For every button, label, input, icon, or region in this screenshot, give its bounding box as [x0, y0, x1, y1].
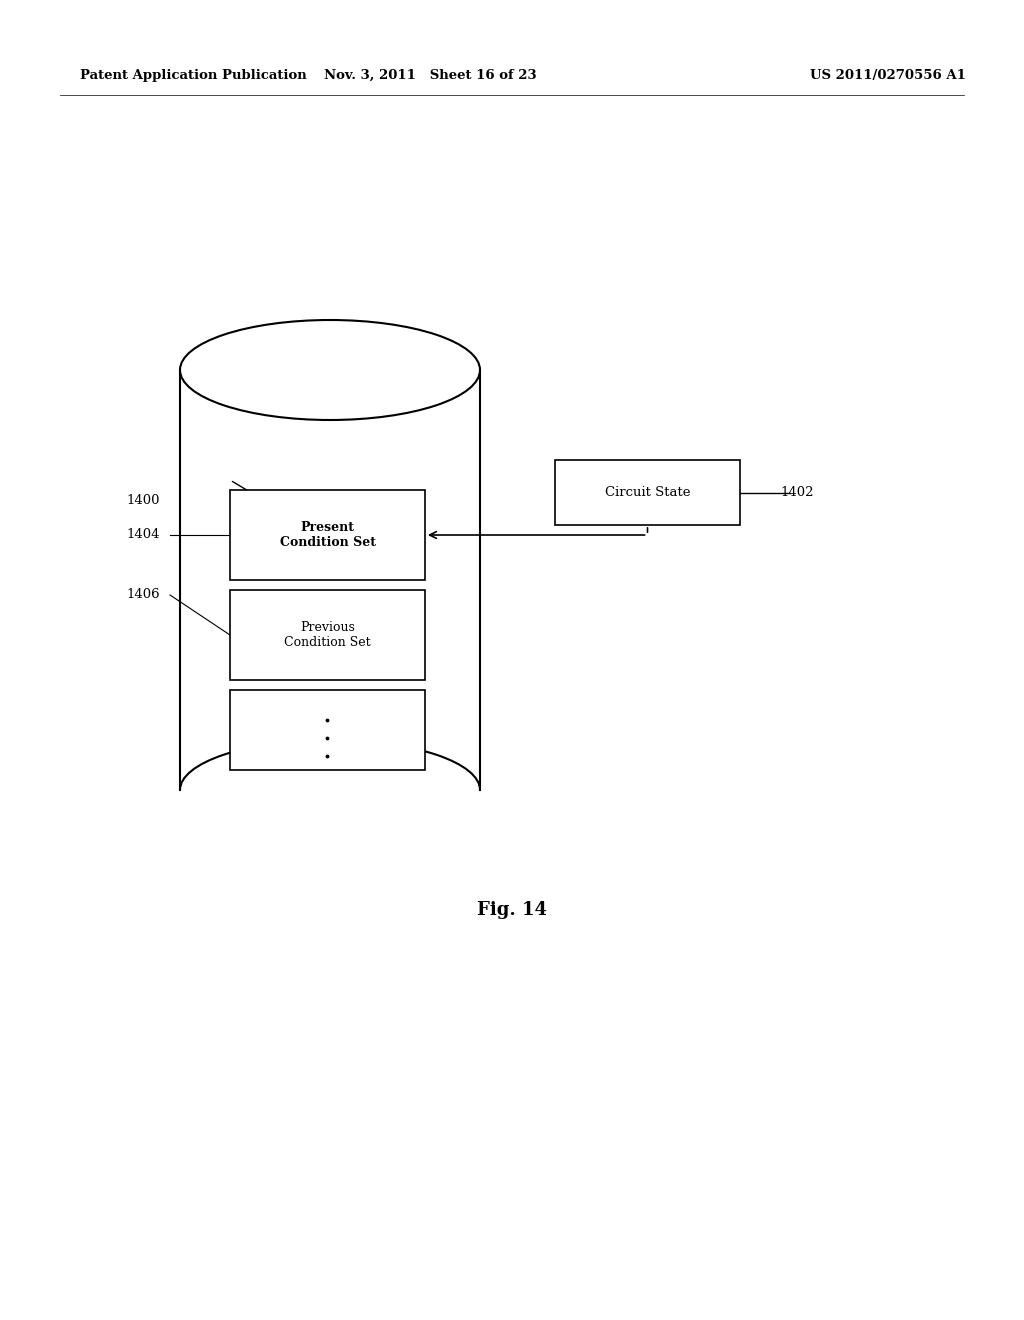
Text: 1402: 1402	[780, 486, 813, 499]
FancyBboxPatch shape	[230, 490, 425, 579]
Text: US 2011/0270556 A1: US 2011/0270556 A1	[810, 69, 966, 82]
FancyBboxPatch shape	[230, 690, 425, 770]
Text: 1406: 1406	[126, 589, 160, 602]
Text: Previous
Condition Set: Previous Condition Set	[285, 620, 371, 649]
Text: 1400: 1400	[127, 494, 160, 507]
Ellipse shape	[180, 319, 480, 420]
Text: Circuit State: Circuit State	[605, 486, 690, 499]
Text: Fig. 14: Fig. 14	[477, 902, 547, 919]
FancyBboxPatch shape	[555, 459, 740, 525]
Text: Nov. 3, 2011   Sheet 16 of 23: Nov. 3, 2011 Sheet 16 of 23	[324, 69, 537, 82]
Text: Patent Application Publication: Patent Application Publication	[80, 69, 307, 82]
FancyBboxPatch shape	[230, 590, 425, 680]
FancyBboxPatch shape	[180, 370, 480, 789]
Text: 1404: 1404	[127, 528, 160, 541]
Text: Present
Condition Set: Present Condition Set	[280, 521, 376, 549]
